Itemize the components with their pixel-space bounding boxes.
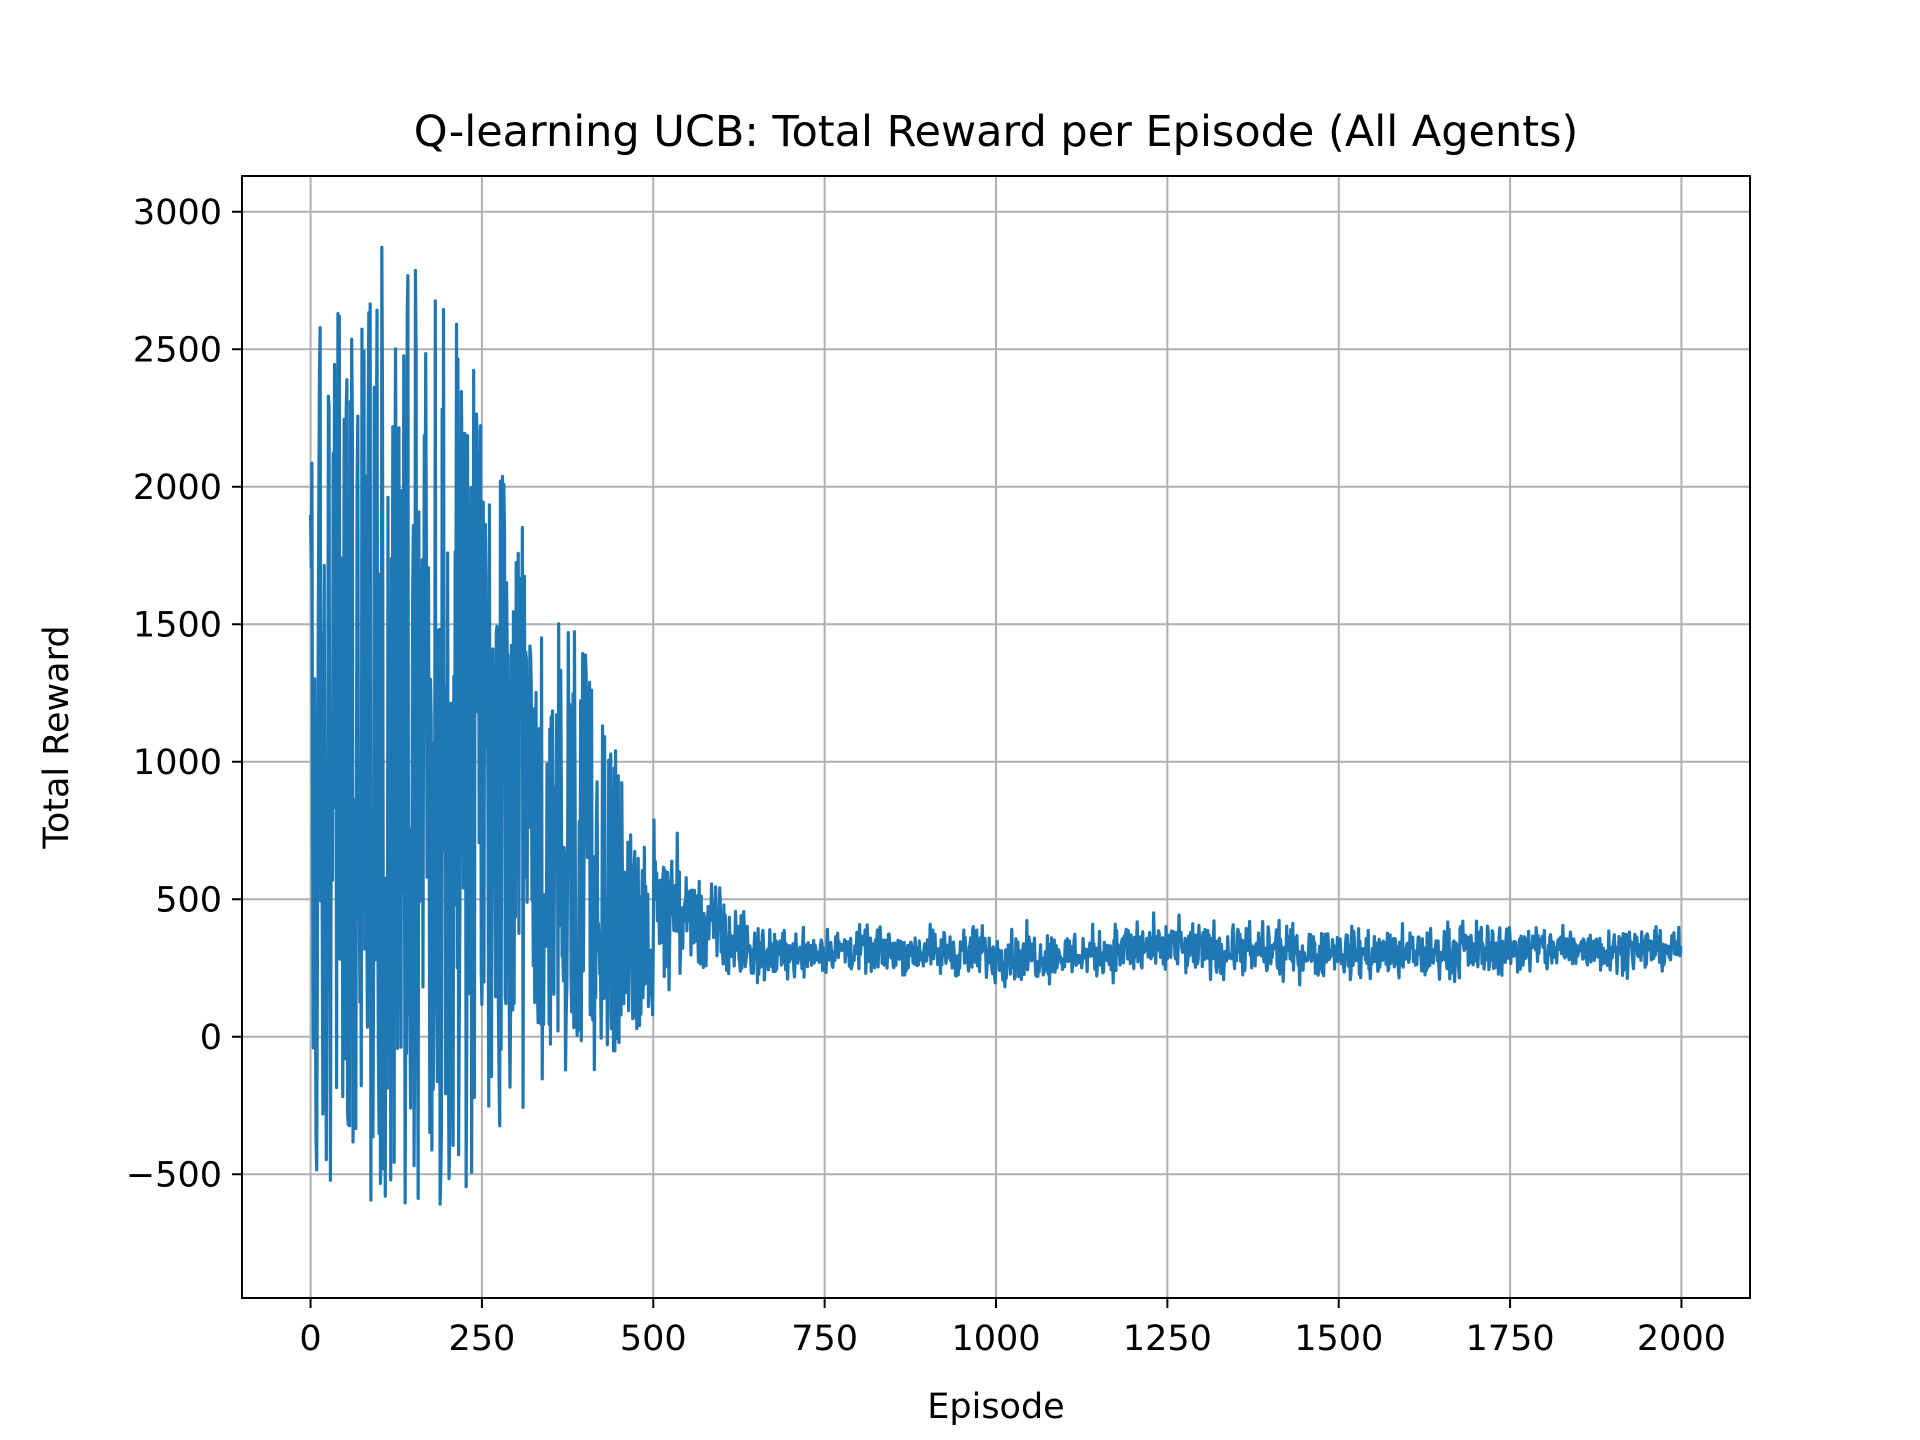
- reward-line: [308, 245, 1683, 1206]
- tick-labels: 0 250 500 750 1000 1250 1500 1750 2000 −500 0 500 10…: [126, 193, 1726, 1359]
- y-tick-label: 3000: [133, 193, 222, 233]
- x-tick-label: 750: [791, 1319, 858, 1359]
- chart-title: Q-learning UCB: Total Reward per Episode…: [414, 107, 1579, 157]
- x-tick-label: 1250: [1123, 1319, 1212, 1359]
- series-line: [308, 245, 1683, 1206]
- y-tick-label: 0: [200, 1018, 222, 1058]
- x-tick-label: 1750: [1466, 1319, 1555, 1359]
- y-tick-label: 2000: [133, 468, 222, 508]
- y-tick-label: 500: [155, 880, 222, 920]
- x-axis-label: Episode: [927, 1387, 1064, 1427]
- y-tick-label: 1000: [133, 743, 222, 783]
- y-tick-label: −500: [126, 1155, 222, 1195]
- x-tick-label: 250: [449, 1319, 516, 1359]
- x-tick-label: 500: [620, 1319, 687, 1359]
- y-tick-label: 2500: [133, 330, 222, 370]
- x-tick-label: 1500: [1294, 1319, 1383, 1359]
- y-tick-label: 1500: [133, 605, 222, 645]
- x-tick-label: 1000: [951, 1319, 1040, 1359]
- x-tick-label: 2000: [1637, 1319, 1726, 1359]
- x-tick-label: 0: [299, 1319, 321, 1359]
- y-axis-label: Total Reward: [37, 625, 77, 849]
